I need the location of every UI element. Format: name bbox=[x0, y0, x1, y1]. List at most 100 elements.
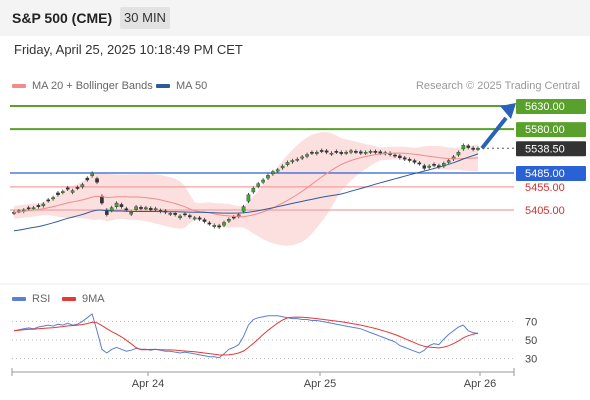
candle-body bbox=[373, 151, 378, 153]
candle-body bbox=[227, 219, 231, 222]
candle-body bbox=[80, 184, 85, 188]
candle-body bbox=[280, 165, 285, 169]
candle-body bbox=[75, 187, 80, 189]
candle-body bbox=[114, 202, 119, 207]
candle-body bbox=[207, 222, 212, 225]
candle-body bbox=[139, 207, 143, 209]
candle-body bbox=[12, 212, 16, 214]
candle-body bbox=[378, 151, 383, 154]
bollinger-bands-layer bbox=[14, 132, 478, 246]
rsi-ma9-line bbox=[13, 316, 479, 356]
candle-body bbox=[70, 190, 75, 193]
candle-body bbox=[354, 151, 358, 153]
candle-body bbox=[192, 217, 197, 220]
candle-body bbox=[202, 219, 207, 222]
timeframe-button[interactable]: 30 MIN bbox=[120, 7, 170, 29]
candle-body bbox=[329, 152, 334, 155]
candle-body bbox=[432, 164, 436, 166]
candle-body bbox=[217, 225, 221, 228]
instrument-title: S&P 500 (CME) bbox=[12, 10, 113, 26]
candle-body bbox=[427, 165, 431, 168]
candle-body bbox=[251, 188, 256, 193]
legend-rsi-swatch bbox=[12, 297, 26, 301]
candle-body bbox=[119, 204, 124, 207]
candle-body bbox=[148, 207, 153, 211]
candle-body bbox=[275, 169, 280, 172]
moving-averages-layer bbox=[13, 152, 479, 232]
candle-body bbox=[271, 171, 275, 175]
time-axis: Apr 24 Apr 25 Apr 26 bbox=[11, 368, 515, 390]
candle-body bbox=[144, 207, 148, 210]
candle-body bbox=[324, 150, 329, 153]
candle-body bbox=[85, 177, 90, 181]
candle-body bbox=[109, 207, 114, 211]
candle-body bbox=[305, 154, 309, 157]
candle-body bbox=[290, 160, 295, 163]
candle-body bbox=[344, 152, 348, 154]
candle-body bbox=[197, 217, 202, 220]
candle-body bbox=[188, 215, 192, 218]
candle-body bbox=[65, 187, 70, 190]
level-tag-last bbox=[516, 141, 586, 157]
credit-text: Research © 2025 Trading Central bbox=[415, 80, 580, 92]
level-label-support: 5405.00 bbox=[525, 205, 565, 217]
legend-ma9-swatch bbox=[62, 297, 76, 301]
candle-body bbox=[212, 225, 217, 227]
candle-body bbox=[26, 207, 31, 210]
candle-body bbox=[256, 183, 261, 187]
candle-body bbox=[446, 160, 451, 163]
legend-ma9: 9MA bbox=[62, 293, 105, 305]
arrow-head bbox=[500, 103, 516, 119]
candle-body bbox=[339, 152, 344, 154]
candle-body bbox=[466, 145, 471, 148]
candle-body bbox=[61, 191, 65, 193]
candle-body bbox=[398, 155, 402, 158]
candle-body bbox=[476, 148, 480, 150]
candle-body bbox=[129, 212, 134, 215]
level-label-resistance: 5580.00 bbox=[525, 124, 565, 136]
candle-body bbox=[173, 213, 177, 215]
candle-body bbox=[246, 194, 251, 202]
candle-body bbox=[183, 213, 187, 216]
candle-body bbox=[456, 152, 461, 156]
candle-body bbox=[90, 172, 94, 176]
candle-body bbox=[461, 145, 466, 150]
legend-bollinger-swatch bbox=[12, 84, 26, 88]
candle-body bbox=[124, 208, 129, 211]
datetime-label: Friday, April 25, 2025 10:18:49 PM CET bbox=[14, 42, 243, 57]
candle-body bbox=[266, 175, 270, 179]
level-tag-resistance bbox=[516, 122, 586, 138]
candle-body bbox=[51, 197, 55, 200]
x-tick-label: Apr 25 bbox=[304, 378, 336, 390]
x-tick-label: Apr 26 bbox=[464, 378, 496, 390]
rsi-tick-label: 70 bbox=[525, 316, 537, 328]
candle-body bbox=[368, 151, 373, 153]
legend-ma50: MA 50 bbox=[156, 80, 207, 92]
candle-body bbox=[319, 150, 324, 152]
candle-body bbox=[417, 162, 422, 165]
candle-body bbox=[295, 158, 300, 161]
candle-body bbox=[285, 162, 290, 165]
candle-body bbox=[393, 154, 397, 157]
arrow-shaft bbox=[480, 116, 508, 150]
candle-body bbox=[231, 216, 236, 219]
rsi-panel: 70 50 30 bbox=[12, 313, 537, 366]
header-bar: S&P 500 (CME) 30 MIN bbox=[0, 0, 590, 36]
bollinger-band-area bbox=[14, 132, 478, 246]
legend-rsi-label: RSI bbox=[32, 293, 51, 305]
candle-body bbox=[95, 178, 99, 183]
x-tick-label: Apr 24 bbox=[132, 378, 164, 390]
candle-body bbox=[36, 205, 41, 207]
level-label-resistance: 5630.00 bbox=[525, 101, 565, 113]
candle-body bbox=[334, 151, 339, 153]
candle-body bbox=[153, 208, 158, 211]
candle-body bbox=[407, 158, 412, 161]
candle-body bbox=[261, 179, 265, 183]
legend-bollinger-label: MA 20 + Bollinger Bands bbox=[32, 80, 153, 92]
candle-body bbox=[471, 147, 475, 150]
candle-body bbox=[358, 151, 363, 154]
legend-rsi: RSI bbox=[12, 293, 50, 305]
candle-body bbox=[300, 156, 304, 159]
candle-body bbox=[241, 206, 246, 212]
